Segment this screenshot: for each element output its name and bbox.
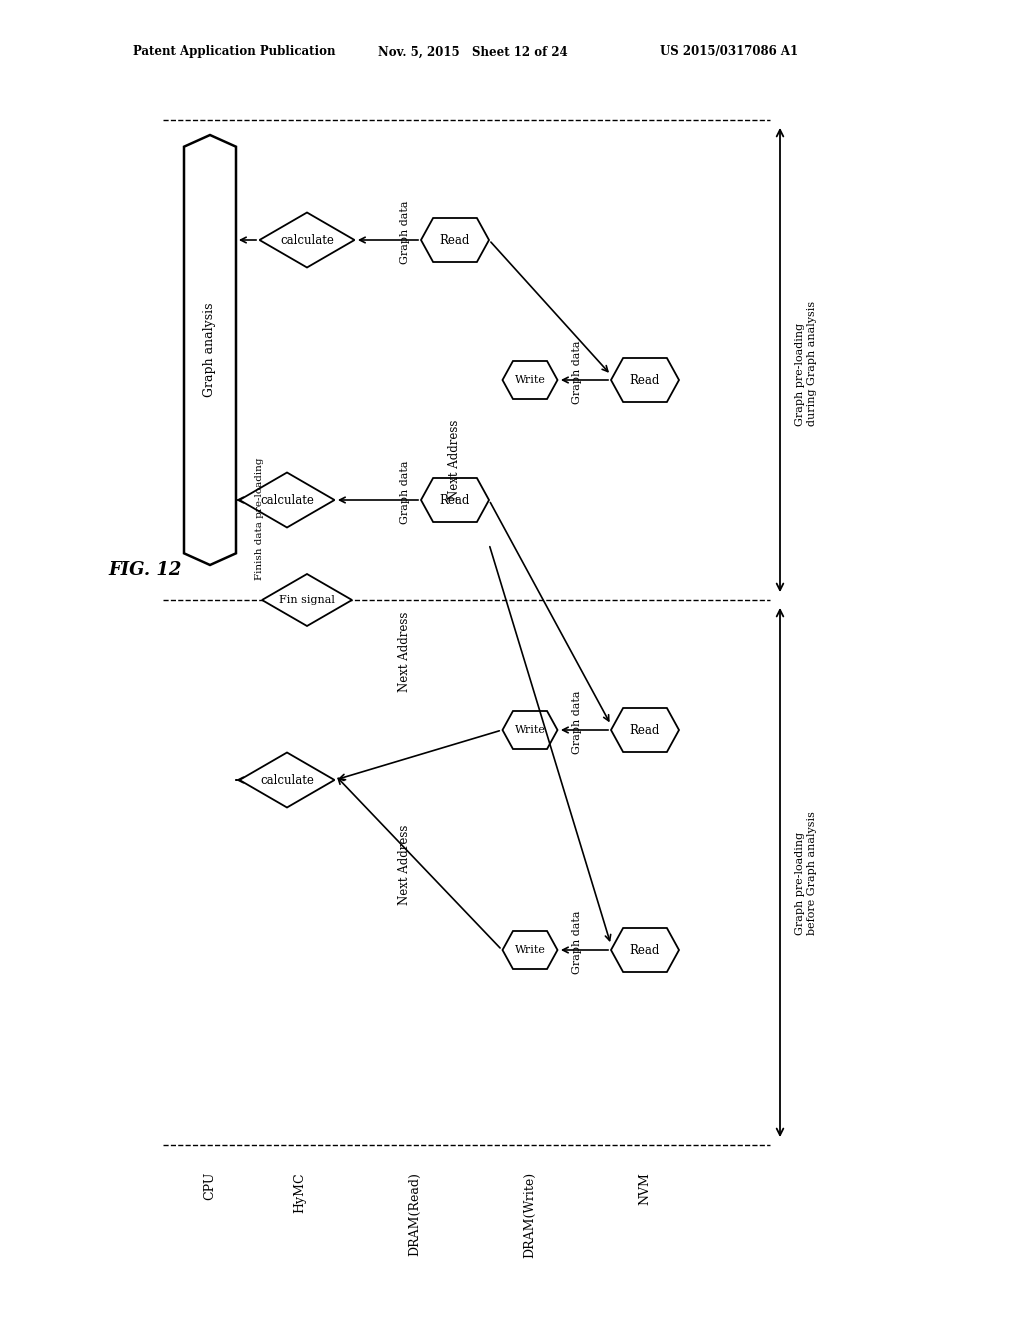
Text: FIG. 12: FIG. 12 — [108, 561, 181, 579]
Text: Patent Application Publication: Patent Application Publication — [133, 45, 336, 58]
Polygon shape — [421, 218, 489, 261]
Text: DRAM(Read): DRAM(Read) — [409, 1172, 422, 1255]
Text: Write: Write — [515, 375, 546, 385]
Text: Graph pre-loading
during Graph analysis: Graph pre-loading during Graph analysis — [795, 301, 816, 425]
Text: Graph analysis: Graph analysis — [204, 302, 216, 397]
Text: DRAM(Write): DRAM(Write) — [523, 1172, 537, 1258]
Polygon shape — [503, 711, 557, 748]
Text: Next Address: Next Address — [398, 825, 412, 906]
Polygon shape — [611, 928, 679, 972]
Text: Read: Read — [440, 234, 470, 247]
Text: NVM: NVM — [639, 1172, 651, 1205]
Text: Graph data: Graph data — [572, 911, 582, 974]
Polygon shape — [611, 708, 679, 752]
Text: Next Address: Next Address — [398, 611, 412, 692]
Text: Fin signal: Fin signal — [280, 595, 335, 605]
Polygon shape — [262, 574, 352, 626]
Text: Read: Read — [630, 944, 660, 957]
Polygon shape — [240, 473, 335, 528]
Text: Graph pre-loading
before Graph analysis: Graph pre-loading before Graph analysis — [795, 810, 816, 935]
Polygon shape — [421, 478, 489, 521]
Polygon shape — [184, 135, 236, 565]
Text: US 2015/0317086 A1: US 2015/0317086 A1 — [660, 45, 798, 58]
Text: Write: Write — [515, 945, 546, 954]
Text: Graph data: Graph data — [400, 461, 410, 524]
Polygon shape — [259, 213, 354, 268]
Polygon shape — [240, 752, 335, 808]
Text: Read: Read — [440, 494, 470, 507]
Text: Next Address: Next Address — [449, 420, 462, 500]
Text: Read: Read — [630, 374, 660, 387]
Text: Graph data: Graph data — [400, 201, 410, 264]
Text: calculate: calculate — [260, 494, 314, 507]
Text: Read: Read — [630, 723, 660, 737]
Text: Graph data: Graph data — [572, 341, 582, 404]
Text: CPU: CPU — [204, 1172, 216, 1200]
Polygon shape — [611, 358, 679, 403]
Text: calculate: calculate — [260, 774, 314, 787]
Polygon shape — [503, 360, 557, 399]
Polygon shape — [503, 931, 557, 969]
Text: HyMC: HyMC — [294, 1172, 306, 1213]
Text: Graph data: Graph data — [572, 690, 582, 754]
Text: Write: Write — [515, 725, 546, 735]
Text: Finish data pre-loading: Finish data pre-loading — [256, 458, 264, 579]
Text: calculate: calculate — [280, 234, 334, 247]
Text: Nov. 5, 2015   Sheet 12 of 24: Nov. 5, 2015 Sheet 12 of 24 — [378, 45, 567, 58]
